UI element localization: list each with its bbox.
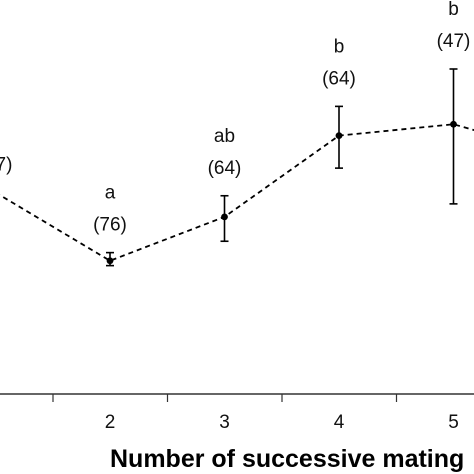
error-bars — [106, 68, 458, 267]
significance-annotations: b (47) a (76) ab (64) b (64) b (47) — [0, 0, 470, 236]
series-layer — [0, 123, 474, 262]
data-point — [106, 257, 114, 265]
x-tick-label: 5 — [448, 412, 459, 433]
significance-letter: b — [334, 36, 345, 57]
x-tick-labels: 2 3 4 5 — [105, 412, 459, 433]
data-point — [335, 132, 343, 140]
x-tick-label: 3 — [219, 412, 230, 433]
sample-size-label: (64) — [322, 68, 356, 89]
sample-size-label: (76) — [93, 215, 127, 236]
significance-letter: b — [0, 123, 1, 144]
significance-letter: b — [448, 0, 459, 20]
data-point — [450, 120, 457, 128]
x-ticks — [52, 394, 398, 402]
data-point — [221, 213, 228, 221]
x-tick-label: 4 — [334, 412, 345, 433]
error-bar — [449, 68, 458, 205]
sample-size-label: (47) — [0, 155, 12, 176]
significance-letter: ab — [214, 126, 235, 147]
sample-size-label: (47) — [437, 31, 471, 52]
x-axis-title: Number of successive mating — [110, 445, 464, 473]
series-line — [0, 123, 474, 262]
x-tick-label: 2 — [105, 412, 116, 433]
sample-size-label: (64) — [208, 158, 242, 179]
data-points — [106, 120, 457, 265]
significance-letter: a — [105, 183, 116, 204]
